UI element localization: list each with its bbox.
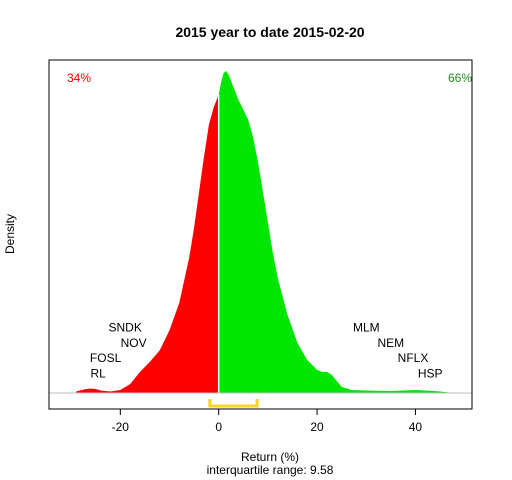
best-ticker-label: HSP: [418, 367, 443, 381]
chart-title: 2015 year to date 2015-02-20: [175, 24, 364, 40]
x-axis: -20 0 20 40: [112, 409, 423, 434]
x-tick-label: 40: [409, 420, 423, 434]
iqr-bracket: [208, 399, 259, 408]
x-axis-label: Return (%): [241, 450, 299, 464]
best-ticker-label: MLM: [353, 320, 380, 334]
best-ticker-label: NEM: [377, 336, 404, 350]
x-tick-label: -20: [112, 420, 130, 434]
worst-ticker-label: SNDK: [109, 320, 142, 334]
y-axis-label: Density: [3, 214, 17, 254]
worst-ticker-label: FOSL: [90, 351, 122, 365]
x-tick-label: 20: [310, 420, 324, 434]
positive-share-label: 66%: [448, 71, 472, 85]
plot-frame: [48, 59, 473, 410]
negative-density-area: [76, 94, 219, 393]
best-ticker-label: NFLX: [398, 351, 429, 365]
x-tick-label: 0: [215, 420, 222, 434]
worst-ticker-label: RL: [91, 367, 107, 381]
negative-share-label: 34%: [67, 71, 91, 85]
positive-density-area: [218, 71, 450, 393]
worst-ticker-label: NOV: [121, 336, 147, 350]
iqr-subtitle: interquartile range: 9.58: [207, 463, 334, 477]
